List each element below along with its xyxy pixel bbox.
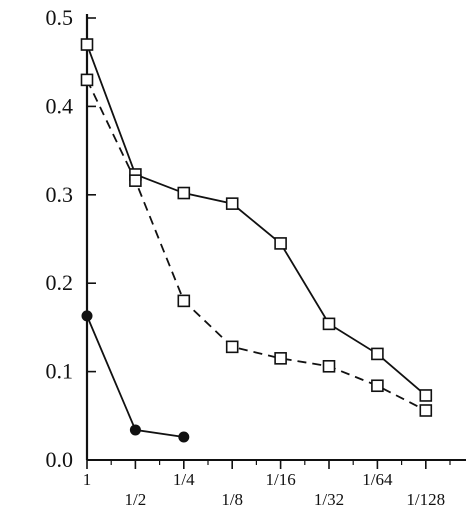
x-tick-label: 1/16 xyxy=(265,470,295,489)
series-lines xyxy=(86,44,427,438)
data-point-circle xyxy=(178,431,190,443)
data-point-square xyxy=(225,340,239,354)
data-point-square xyxy=(274,352,287,365)
data-point-square xyxy=(371,379,384,393)
y-tick-label: 0.5 xyxy=(46,5,74,30)
x-tick-label: 1/8 xyxy=(221,490,243,509)
y-axis: 0.0 0.1 0.2 0.3 0.4 0.5 xyxy=(46,5,96,472)
y-tick-label: 0.0 xyxy=(46,447,74,472)
x-tick-label: 1/64 xyxy=(362,470,393,489)
data-point-square xyxy=(177,186,191,200)
data-point-square xyxy=(322,359,336,373)
x-tick-label: 1/4 xyxy=(173,470,195,489)
series-3-line xyxy=(86,315,184,438)
data-point-square xyxy=(371,347,384,361)
data-point-circle xyxy=(81,310,93,322)
data-point-square xyxy=(322,317,336,331)
x-tick-label: 1/2 xyxy=(125,490,147,509)
data-point-square xyxy=(225,197,239,210)
data-point-square xyxy=(129,174,142,187)
data-point-square xyxy=(80,38,94,51)
data-point-square xyxy=(274,237,287,250)
x-tick-label: 1/128 xyxy=(406,490,445,509)
data-point-square xyxy=(419,389,433,402)
y-tick-label: 0.4 xyxy=(46,93,74,118)
x-axis: 1 1/2 1/4 1/8 1/16 1/32 1/64 1/128 xyxy=(83,459,466,509)
data-point-square xyxy=(177,294,191,308)
data-point-circle xyxy=(129,424,141,436)
x-tick-label: 1 xyxy=(83,470,92,489)
data-point-square xyxy=(80,73,94,87)
y-tick-label: 0.1 xyxy=(46,359,74,384)
y-tick-label: 0.2 xyxy=(46,270,74,295)
series-1-line xyxy=(86,44,427,397)
series-markers xyxy=(80,38,433,443)
data-point-square xyxy=(419,404,433,417)
x-tick-label: 1/32 xyxy=(314,490,344,509)
y-tick-label: 0.3 xyxy=(46,182,74,207)
series-2-line xyxy=(86,79,427,412)
